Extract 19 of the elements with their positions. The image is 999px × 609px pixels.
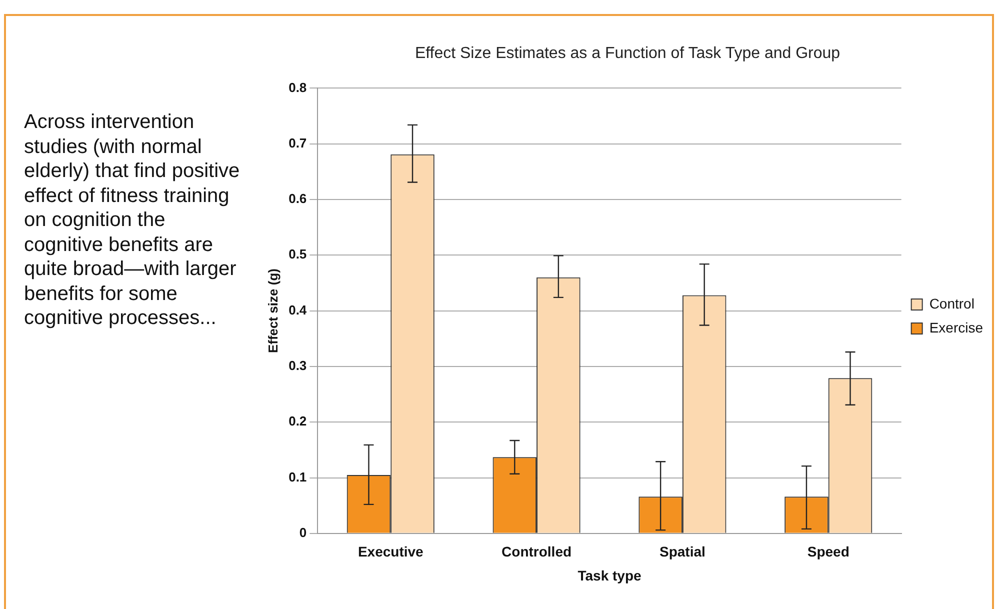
x-tick-label: Controlled xyxy=(502,544,572,560)
y-tick-label: 0 xyxy=(299,524,307,540)
y-tick-label: 0.3 xyxy=(288,358,307,374)
y-tick-label: 0.1 xyxy=(288,469,307,484)
x-axis-title: Task type xyxy=(578,567,642,584)
x-tick-label: Speed xyxy=(807,544,850,560)
y-tick-label: 0.5 xyxy=(288,246,307,262)
legend-label: Control xyxy=(929,295,974,312)
x-tick-label: Executive xyxy=(358,544,424,560)
y-axis-title: Effect size (g) xyxy=(265,268,280,354)
text: Across intervention studies (with normal elderly) that find positive effect of fitness training on cognition the cognitive benefits are quite broad—with larger benefits for some cognitive processes... xyxy=(24,111,240,329)
y-tick-label: 0.2 xyxy=(288,414,307,429)
x-tick-label: Spatial xyxy=(659,544,706,560)
legend-label: Exercise xyxy=(929,319,984,336)
y-tick-label: 0.8 xyxy=(288,80,307,95)
y-tick-label: 0.7 xyxy=(288,135,307,150)
chart-title: Effect Size Estimates as a Function of Task Type and Group xyxy=(414,45,840,62)
y-tick-label: 0.6 xyxy=(288,191,307,206)
y-tick-label: 0.4 xyxy=(288,302,308,318)
